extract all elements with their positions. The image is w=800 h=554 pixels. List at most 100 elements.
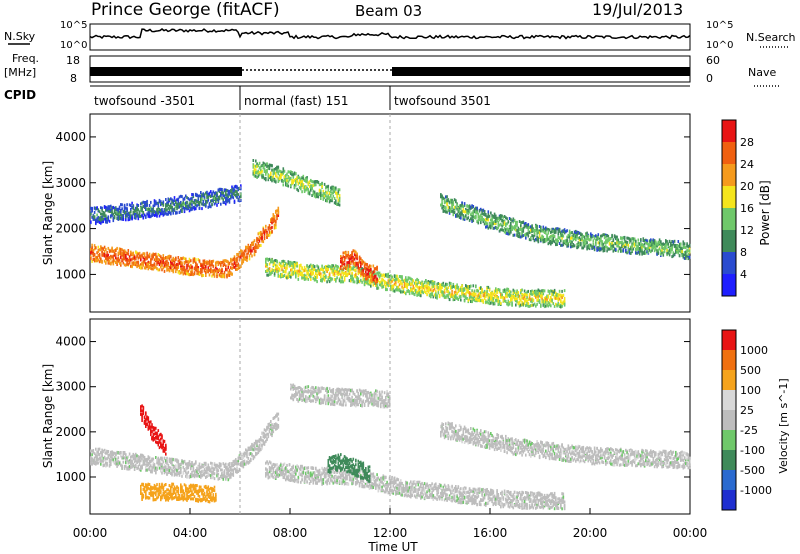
power-cell — [302, 273, 305, 277]
power-cell — [292, 265, 295, 269]
power-cell — [110, 249, 112, 253]
power-cell — [515, 297, 517, 301]
power-cell — [531, 300, 533, 304]
power-cell — [137, 214, 140, 218]
power-cell — [262, 173, 265, 177]
power-cell — [545, 297, 547, 301]
power-cell — [496, 288, 498, 292]
power-cell — [495, 214, 497, 218]
power-cell — [115, 253, 117, 257]
power-cell — [555, 291, 557, 295]
power-cell — [606, 240, 608, 244]
power-cell — [450, 200, 452, 204]
power-cell — [423, 280, 426, 284]
power-cell — [111, 209, 113, 213]
power-cell — [232, 196, 235, 200]
power-cell — [217, 269, 220, 273]
power-cell — [601, 242, 603, 246]
power-cell — [367, 273, 370, 277]
power-cell — [328, 273, 331, 277]
power-cell — [150, 206, 152, 210]
power-cell — [431, 290, 433, 294]
power-cell — [333, 274, 336, 277]
power-cell — [203, 197, 206, 201]
power-cell — [327, 184, 330, 188]
power-cell — [152, 210, 155, 213]
power-cell — [260, 171, 262, 175]
power-cell — [435, 295, 437, 299]
power-cell — [357, 277, 360, 281]
power-cell — [268, 224, 271, 228]
power-cell — [518, 227, 521, 231]
power-cell — [682, 240, 685, 244]
power-cell — [412, 286, 415, 290]
power-cell — [686, 242, 688, 246]
power-cell — [266, 165, 268, 168]
power-cell — [107, 218, 110, 222]
power-cell — [235, 185, 237, 189]
power-cell — [283, 178, 286, 182]
power-cell — [282, 169, 285, 173]
power-cell — [620, 236, 622, 240]
power-cell — [483, 218, 486, 222]
power-cell — [395, 278, 397, 282]
nave-label: Nave — [748, 66, 776, 79]
power-cell — [632, 242, 635, 246]
power-cell — [383, 279, 386, 283]
power-cell — [673, 239, 676, 243]
power-cell — [672, 251, 675, 255]
power-cell — [616, 244, 618, 248]
power-cell — [586, 237, 588, 241]
power-cell — [555, 295, 557, 298]
power-cell — [190, 199, 192, 203]
power-cell — [295, 183, 297, 187]
power-cell — [476, 209, 478, 213]
power-cell — [278, 263, 281, 266]
power-cell — [408, 290, 411, 294]
power-cell — [566, 235, 568, 239]
power-cell — [187, 260, 190, 264]
power-cell — [156, 260, 158, 264]
power-cell — [252, 241, 255, 245]
power-cell — [315, 195, 317, 199]
power-cell — [563, 228, 566, 232]
power-cell — [143, 257, 146, 261]
power-cell — [303, 190, 306, 193]
power-cell — [458, 206, 461, 210]
power-cell — [112, 249, 115, 253]
power-cell — [686, 249, 688, 253]
power-cell — [345, 255, 347, 259]
power-cell — [490, 222, 492, 226]
power-cell — [617, 238, 620, 242]
power-cell — [320, 272, 322, 276]
power-cell — [150, 215, 152, 219]
power-cell — [490, 301, 492, 305]
power-cell — [95, 259, 97, 262]
power-cell — [535, 295, 537, 299]
power-cell — [157, 210, 160, 214]
power-cell — [658, 247, 661, 251]
power-cell — [503, 219, 506, 223]
power-cell — [571, 244, 573, 248]
power-cell — [663, 247, 666, 251]
power-cell — [328, 200, 331, 204]
power-cell — [438, 295, 441, 299]
power-cell — [530, 298, 532, 302]
power-cell — [668, 240, 671, 244]
power-cell — [563, 299, 566, 303]
power-cell — [571, 231, 573, 234]
power-cell — [181, 207, 183, 211]
power-cell — [170, 263, 172, 267]
power-cell — [427, 285, 430, 289]
cpid-label: CPID — [4, 88, 36, 102]
power-cell — [140, 209, 142, 213]
power-cell — [660, 243, 662, 247]
power-cell — [197, 258, 200, 262]
power-cell — [636, 247, 638, 251]
power-cell — [107, 246, 110, 250]
power-cell — [200, 262, 202, 266]
power-cell — [493, 226, 496, 230]
power-cell — [520, 227, 522, 231]
power-cell — [502, 298, 505, 302]
power-cell — [165, 203, 167, 207]
